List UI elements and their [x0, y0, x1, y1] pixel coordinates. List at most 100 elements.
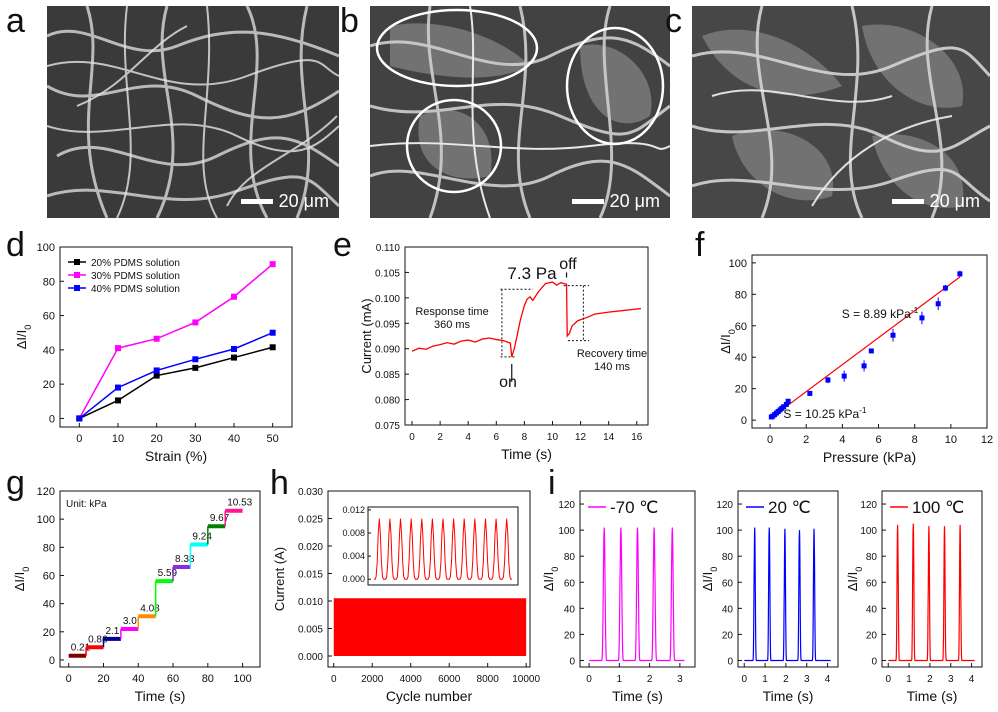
y-tick-label: 100 — [37, 514, 55, 526]
y-tick-label: 40 — [564, 604, 576, 615]
y-tick-label: 120 — [716, 500, 733, 511]
legend-label: 40% PDMS solution — [91, 284, 180, 295]
temperature-trace — [888, 523, 975, 662]
scale-bar-label: 20 μm — [929, 191, 980, 211]
y-tick-label: 0.005 — [298, 625, 323, 636]
data-point — [841, 373, 847, 379]
legend-label: 20 ℃ — [768, 498, 811, 517]
y-tick-label: 60 — [735, 321, 747, 333]
x-tick-label: 0 — [767, 434, 773, 446]
series-line — [78, 263, 274, 419]
fit-line — [769, 276, 961, 420]
data-point — [269, 344, 276, 351]
y-tick-label: 20 — [735, 384, 747, 396]
y-tick-label: 0.105 — [375, 268, 400, 279]
y-axis-label: ΔI/I0 — [14, 325, 33, 350]
data-point — [861, 363, 867, 369]
y-tick-label: 80 — [866, 552, 878, 563]
x-tick-label: 6000 — [438, 674, 461, 685]
temperature-trace — [589, 527, 685, 662]
y-tick-label: 0 — [49, 413, 55, 425]
y-tick-label: 0.000 — [298, 652, 323, 663]
y-tick-label: 0.110 — [376, 243, 401, 254]
x-tick-label: 10000 — [512, 674, 540, 685]
x-tick-label: 4 — [969, 674, 975, 685]
legend-marker — [74, 285, 80, 291]
y-tick-label: 0.015 — [298, 570, 323, 581]
on-annotation: on — [499, 374, 517, 391]
data-point — [76, 415, 83, 422]
legend-label: 30% PDMS solution — [91, 271, 180, 282]
data-point — [231, 346, 237, 352]
x-axis-label: Time (s) — [907, 688, 958, 704]
step-pressure-label: 0.21 — [71, 643, 91, 654]
fiber-texture-b — [370, 6, 670, 218]
x-tick-label: 2000 — [361, 674, 384, 685]
data-point — [115, 345, 121, 352]
y-tick-label: 40 — [43, 345, 55, 357]
scale-bar-b: 20 μm — [571, 191, 660, 212]
y-tick-label: 120 — [558, 500, 575, 511]
data-point — [153, 367, 160, 374]
plot-frame-i2 — [881, 490, 983, 668]
y-tick-label: 100 — [37, 242, 55, 254]
inset-y-tick-label: 0.008 — [342, 528, 365, 538]
y-tick-label: 80 — [43, 276, 55, 288]
temperature-trace — [744, 527, 831, 662]
x-axis-label: Time (s) — [612, 688, 663, 704]
x-axis-label: Time (s) — [763, 688, 814, 704]
y-tick-label: 80 — [735, 289, 747, 301]
panel-label-b: b — [340, 2, 359, 40]
x-tick-label: 10 — [547, 432, 559, 443]
x-tick-label: 12 — [981, 434, 993, 446]
y-tick-label: 40 — [722, 604, 734, 615]
panel-label-e: e — [333, 226, 352, 264]
y-tick-label: 100 — [716, 526, 733, 537]
x-tick-label: 14 — [603, 432, 615, 443]
x-tick-label: 60 — [167, 673, 179, 685]
y-tick-label: 0.010 — [298, 597, 323, 608]
y-tick-label: 0 — [871, 656, 877, 667]
series-line — [78, 332, 273, 420]
x-tick-label: 1 — [617, 674, 623, 685]
sem-image-c: 20 μm — [692, 6, 990, 218]
plot-frame-e — [404, 246, 649, 426]
x-tick-label: 8000 — [477, 674, 500, 685]
series-line — [79, 346, 273, 420]
y-tick-label: 0 — [49, 655, 55, 667]
y-tick-label: 80 — [722, 552, 734, 563]
fiber-texture-c — [692, 6, 990, 218]
sem-image-b: 20 μm — [370, 6, 670, 218]
response-time-value: 360 ms — [434, 319, 471, 331]
x-tick-label: 80 — [202, 673, 214, 685]
panel-label-i: i — [548, 464, 556, 502]
y-tick-label: 60 — [43, 311, 55, 323]
data-point — [919, 315, 925, 321]
step-pressure-label: 5.59 — [158, 568, 178, 579]
plot-frame-i1 — [737, 490, 839, 668]
sensitivity-label-low: S = 10.25 kPa-1 — [783, 405, 867, 421]
scale-bar-line — [240, 199, 273, 204]
y-tick-label: 60 — [43, 570, 55, 582]
y-tick-label: 0.090 — [375, 345, 400, 356]
y-axis-label: ΔI/I0 — [12, 567, 31, 592]
y-tick-label: 0.080 — [375, 396, 400, 407]
data-point — [942, 285, 948, 291]
y-tick-label: 0.020 — [298, 542, 323, 553]
legend-label: -70 ℃ — [610, 498, 658, 517]
x-tick-label: 4000 — [400, 674, 423, 685]
x-tick-label: 3 — [677, 674, 683, 685]
x-tick-label: 0 — [331, 674, 337, 685]
legend-label: 20% PDMS solution — [91, 258, 180, 269]
x-axis-label: Pressure (kPa) — [823, 449, 916, 465]
x-tick-label: 0 — [66, 673, 72, 685]
y-tick-label: 60 — [564, 578, 576, 589]
legend-label: 100 ℃ — [912, 498, 964, 517]
scale-bar-label: 20 μm — [609, 191, 660, 211]
x-tick-label: 0 — [586, 674, 592, 685]
y-tick-label: 20 — [564, 630, 576, 641]
legend-marker — [74, 259, 80, 265]
off-annotation: off — [559, 256, 577, 273]
